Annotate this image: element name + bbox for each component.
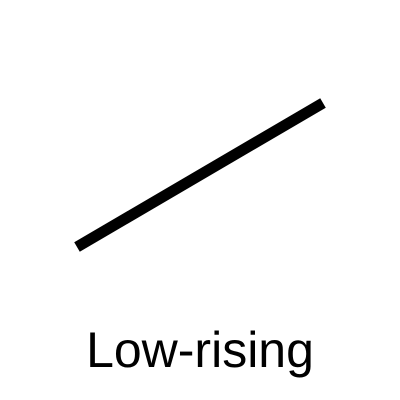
low-rising-tone-line: [74, 98, 326, 252]
tone-label: Low-rising: [86, 322, 314, 378]
